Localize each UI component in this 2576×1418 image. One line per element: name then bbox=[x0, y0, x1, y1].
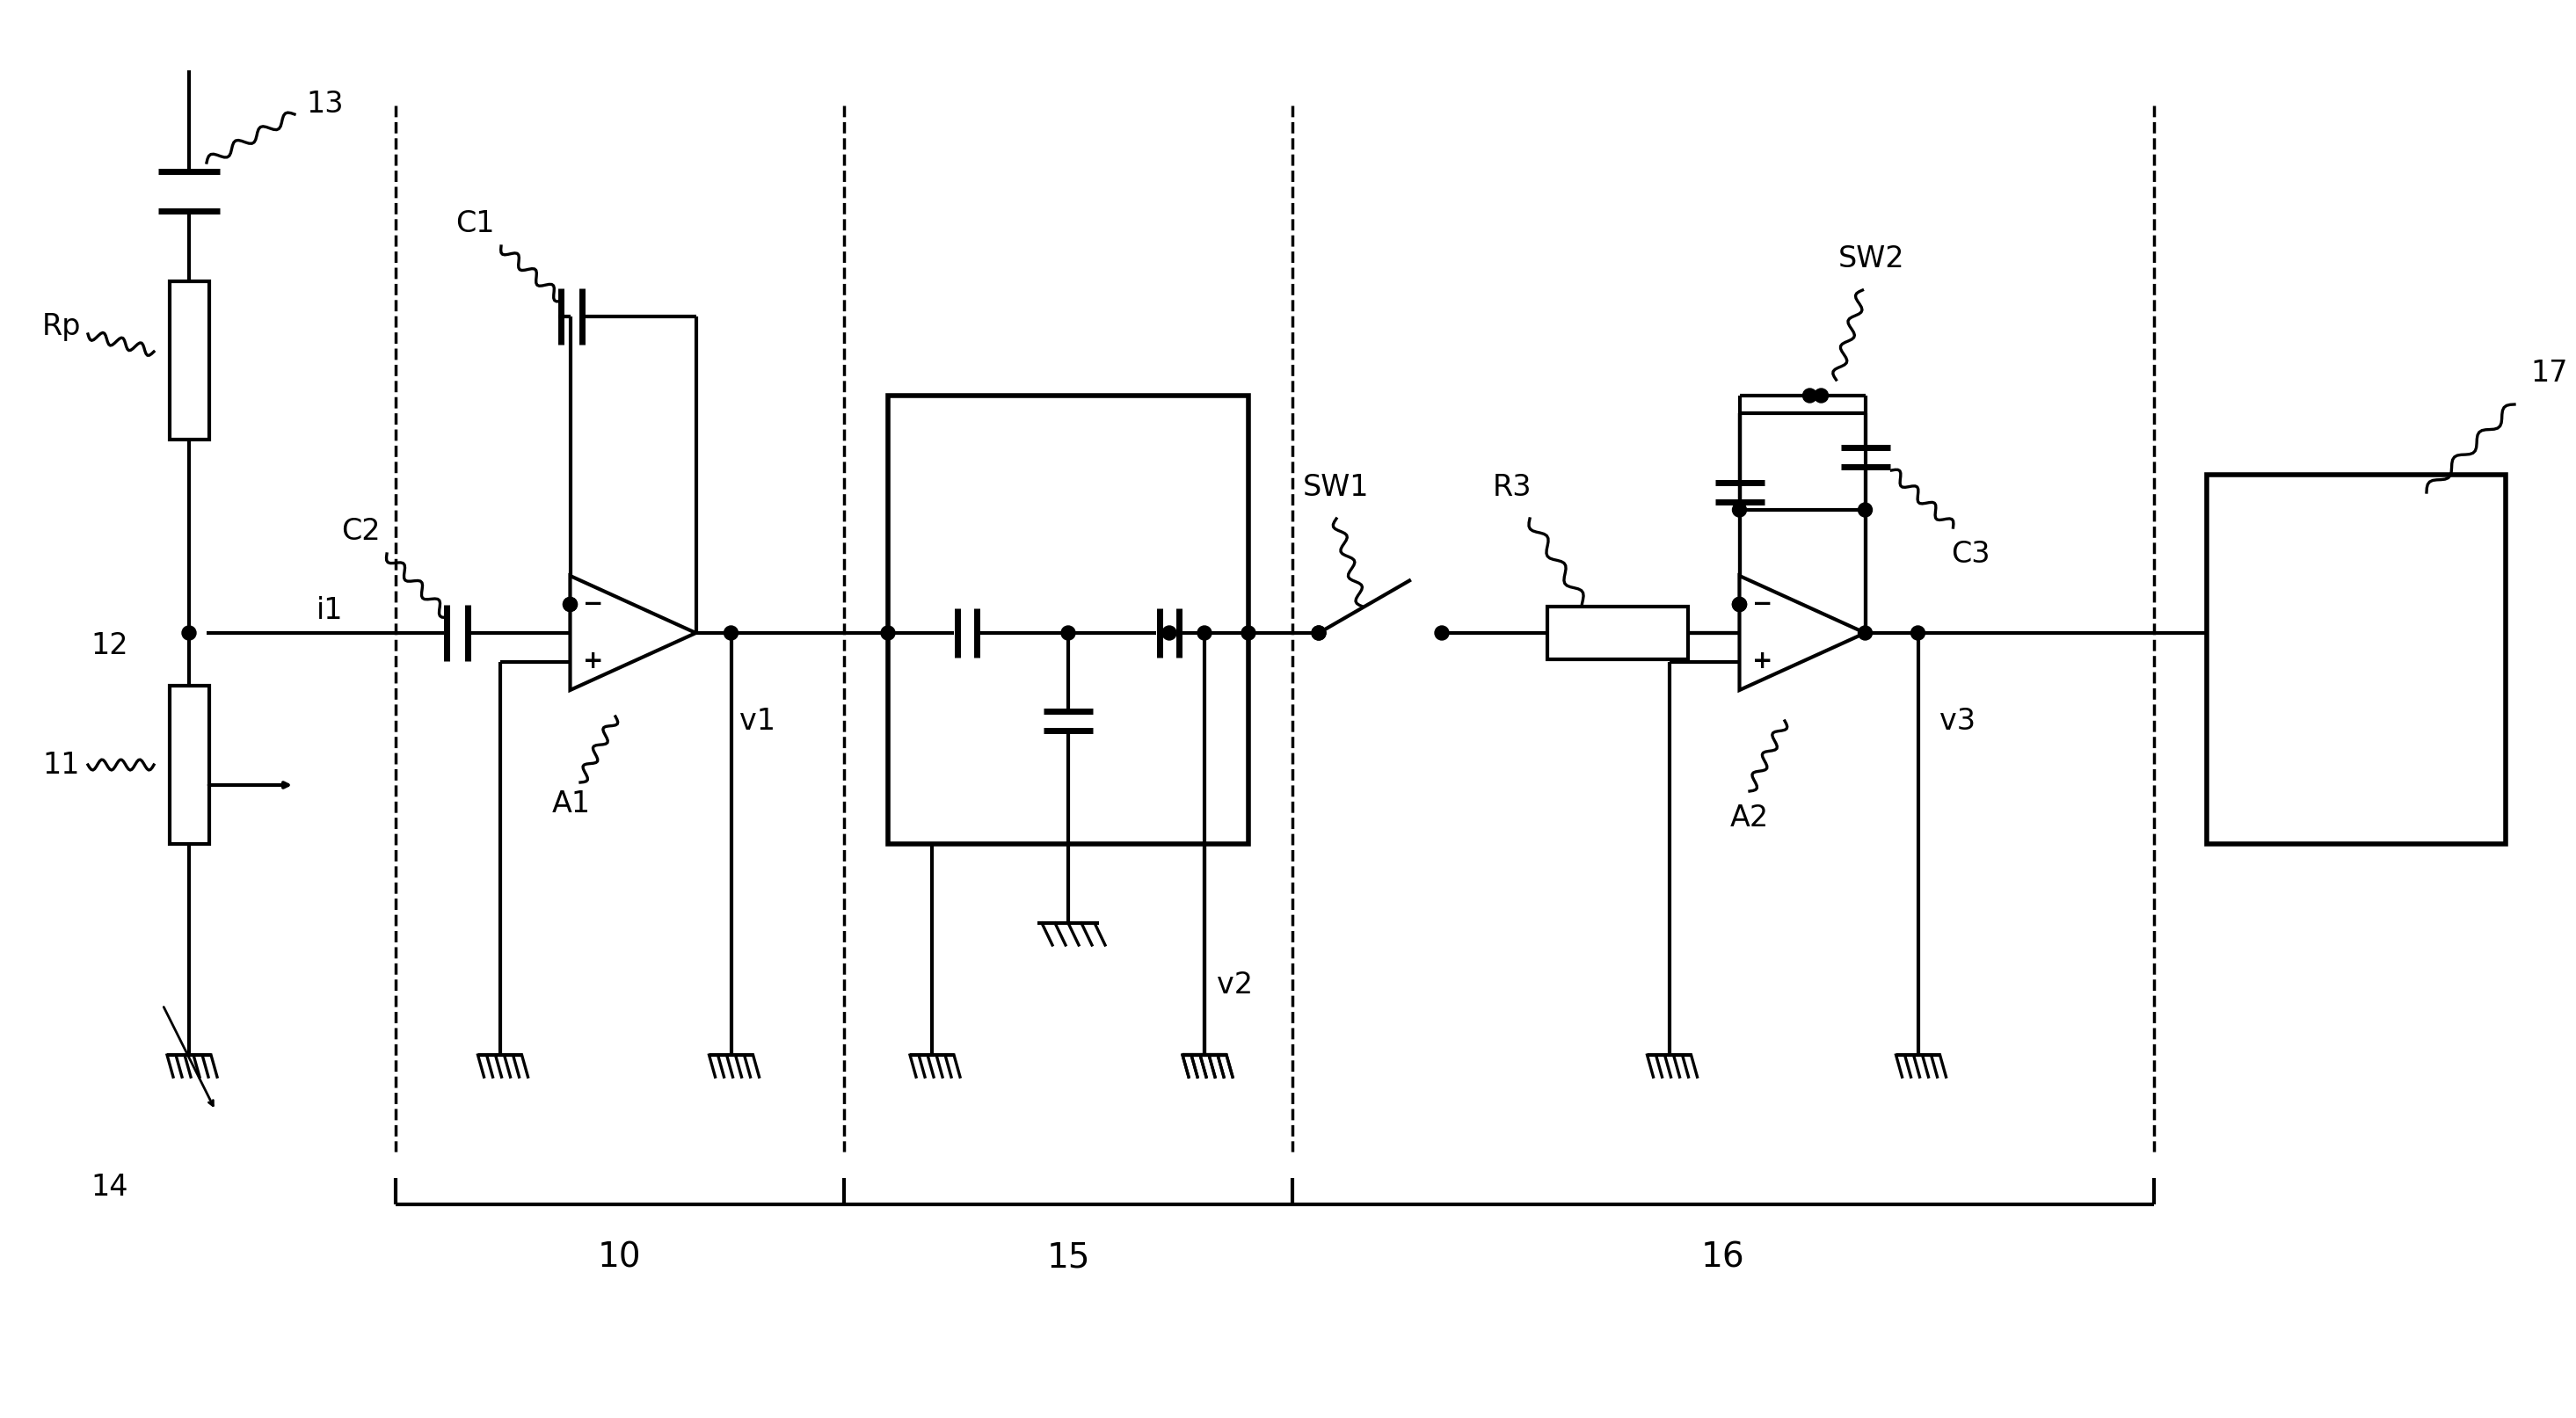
Text: C1: C1 bbox=[456, 210, 495, 238]
Circle shape bbox=[183, 625, 196, 640]
Circle shape bbox=[1162, 625, 1177, 640]
Circle shape bbox=[1311, 625, 1327, 640]
Circle shape bbox=[1061, 625, 1074, 640]
Text: +: + bbox=[582, 649, 603, 674]
Text: C3: C3 bbox=[1950, 539, 1991, 569]
Text: 11: 11 bbox=[44, 750, 80, 780]
Circle shape bbox=[1198, 625, 1211, 640]
Text: −: − bbox=[1752, 593, 1772, 617]
Circle shape bbox=[1814, 389, 1829, 403]
Circle shape bbox=[1857, 625, 1873, 640]
Circle shape bbox=[1734, 597, 1747, 611]
Circle shape bbox=[564, 597, 577, 611]
Circle shape bbox=[1734, 597, 1747, 611]
Circle shape bbox=[1734, 597, 1747, 611]
Circle shape bbox=[724, 625, 739, 640]
Circle shape bbox=[564, 597, 577, 611]
Circle shape bbox=[1242, 625, 1255, 640]
Text: SW2: SW2 bbox=[1839, 245, 1904, 274]
Bar bbox=[170, 686, 209, 844]
Circle shape bbox=[1816, 390, 1826, 401]
Circle shape bbox=[1314, 627, 1324, 640]
Text: 14: 14 bbox=[90, 1173, 129, 1201]
Polygon shape bbox=[1739, 576, 1865, 691]
Text: 13: 13 bbox=[307, 89, 345, 118]
Circle shape bbox=[1734, 503, 1747, 518]
Text: v1: v1 bbox=[739, 706, 775, 736]
Text: C2: C2 bbox=[340, 518, 381, 546]
Circle shape bbox=[1311, 625, 1327, 640]
Text: v3: v3 bbox=[1940, 706, 1976, 736]
Circle shape bbox=[1911, 625, 1924, 640]
Circle shape bbox=[1435, 627, 1448, 640]
Circle shape bbox=[1803, 389, 1816, 403]
Text: v2: v2 bbox=[1218, 970, 1255, 1000]
Circle shape bbox=[1857, 503, 1873, 518]
Text: A2: A2 bbox=[1731, 803, 1770, 832]
Text: Rp: Rp bbox=[41, 312, 80, 342]
Text: −: − bbox=[582, 593, 603, 617]
Bar bbox=[2208, 475, 2506, 844]
Text: 10: 10 bbox=[598, 1241, 641, 1273]
Bar bbox=[170, 281, 209, 440]
Text: R3: R3 bbox=[1492, 474, 1533, 502]
Bar bbox=[1548, 607, 1687, 659]
Circle shape bbox=[1435, 625, 1448, 640]
Text: SW1: SW1 bbox=[1303, 474, 1370, 502]
Circle shape bbox=[881, 625, 894, 640]
Text: 12: 12 bbox=[90, 631, 129, 661]
Text: A1: A1 bbox=[551, 790, 590, 818]
Text: 15: 15 bbox=[1046, 1241, 1090, 1273]
Text: 16: 16 bbox=[1700, 1241, 1744, 1273]
Text: 17: 17 bbox=[2532, 359, 2568, 389]
Bar bbox=[889, 396, 1249, 844]
Text: i1: i1 bbox=[317, 597, 343, 625]
Polygon shape bbox=[569, 576, 696, 691]
Text: +: + bbox=[1752, 649, 1772, 674]
Circle shape bbox=[1803, 390, 1816, 401]
